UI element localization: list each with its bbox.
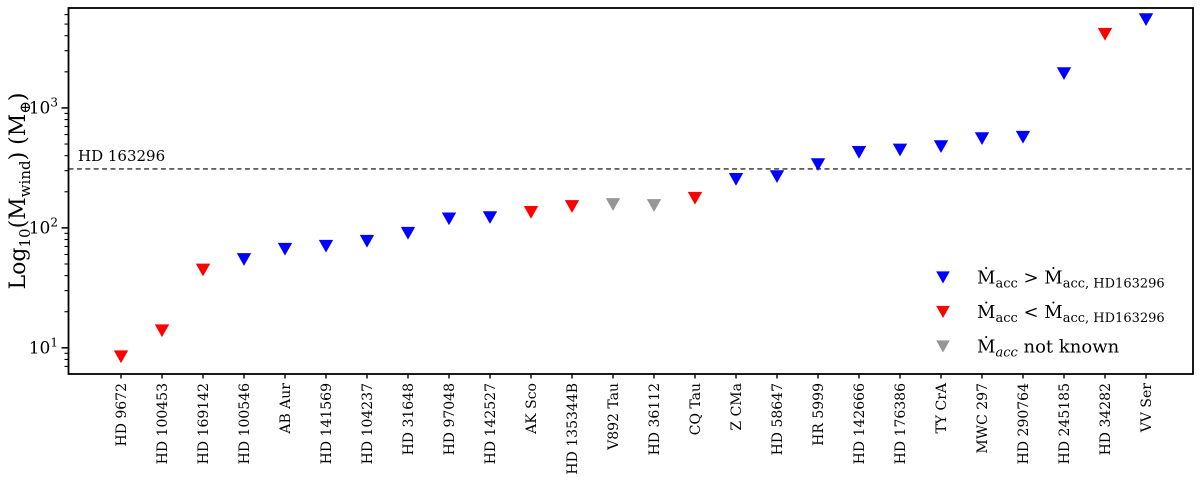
x-tick-label: CQ Tau [688,383,704,435]
data-point-marker [728,173,744,186]
data-point-marker [441,212,457,226]
x-tick-label: HD 31648 [401,383,417,455]
x-tick-label: HR 5999 [811,383,827,446]
data-point-marker [154,324,170,338]
data-point-marker [974,132,990,145]
x-tick-label: HD 97048 [442,383,458,455]
x-tick-label: AK Sco [524,383,540,435]
data-point-marker [646,199,662,212]
data-point-marker [523,205,539,219]
y-axis-label: Log10(Mwind) (M⊕) [6,93,34,290]
x-tick-label: HD 290764 [1016,383,1032,464]
legend-marker-above [936,271,950,284]
legend-entry: Ṁacc > Ṁacc, HD163296 [936,266,1165,292]
x-tick-label: HD 34282 [1098,383,1114,455]
data-point-marker [359,234,375,248]
x-tick-label: HD 9672 [114,383,130,447]
legend-label: Ṁacc not known [977,335,1120,361]
x-tick-label: AB Aur [278,383,294,435]
data-point-marker [482,211,498,224]
x-tick-label: HD 169142 [196,383,212,464]
x-tick-label: HD 58647 [770,383,786,455]
x-tick-label: TY CrA [934,382,950,433]
data-point-marker [277,242,293,256]
data-point-marker [1097,27,1113,41]
x-tick-label: HD 141569 [319,383,335,464]
legend-entry: Ṁacc not known [936,335,1120,361]
legend-label: Ṁacc < Ṁacc, HD163296 [977,300,1165,326]
y-tick-label: 102 [29,215,58,238]
y-tick-label: 101 [29,335,58,358]
data-point-marker [810,158,826,171]
x-tick-label: V892 Tau [606,383,622,451]
x-tick-label: HD 176386 [893,383,909,464]
data-point-marker [113,350,129,364]
x-tick-label: HD 135344B [565,383,581,475]
x-tick-label: VV Ser [1139,383,1155,434]
legend-label: Ṁacc > Ṁacc, HD163296 [977,266,1165,292]
data-point-marker [851,145,867,159]
data-point-marker [687,191,703,205]
x-tick-label: HD 142666 [852,383,868,464]
x-tick-label: HD 100453 [155,383,171,464]
legend-entry: Ṁacc < Ṁacc, HD163296 [936,300,1165,326]
x-tick-label: HD 104237 [360,383,376,464]
data-point-marker [195,263,211,277]
x-tick-label: HD 142527 [483,383,499,464]
x-tick-label: HD 245185 [1057,383,1073,464]
legend-marker-below [936,305,950,318]
data-point-marker [318,239,334,253]
x-tick-label: HD 100546 [237,383,253,464]
x-tick-label: HD 36112 [647,383,663,455]
reference-line-label: HD 163296 [78,147,165,165]
data-point-marker [1138,13,1154,26]
data-point-marker [1056,67,1072,80]
data-point-marker [769,170,785,183]
plot-frame [67,7,1194,375]
data-point-marker [605,198,621,211]
data-point-marker [1015,130,1031,144]
data-point-marker [933,140,949,154]
data-point-marker [564,200,580,213]
x-tick-label: MWC 297 [975,383,991,454]
data-point-marker [236,253,252,266]
data-point-marker [892,143,908,157]
legend-marker-unknown [936,340,950,353]
y-tick-label: 103 [29,95,58,118]
data-point-marker [400,226,416,240]
x-tick-label: Z CMa [729,383,745,431]
